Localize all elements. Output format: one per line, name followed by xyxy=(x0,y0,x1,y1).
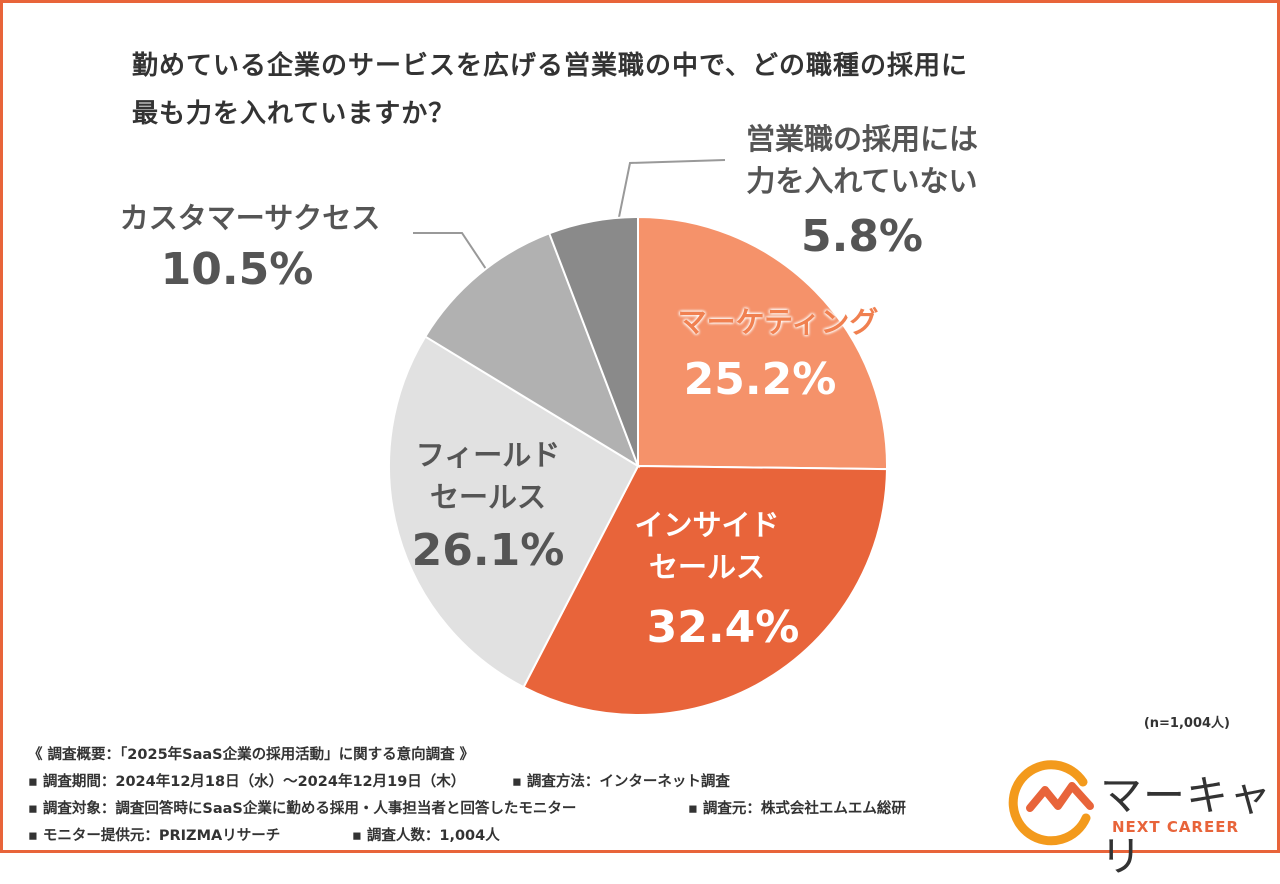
survey-note: ▪ 調査方法：インターネット調査 xyxy=(512,774,730,790)
survey-note: ▪ 調査対象：調査回答時にSaaS企業に勤める採用・人事担当者と回答したモニター xyxy=(28,801,577,817)
slice-label: マーケティング xyxy=(677,304,879,339)
value-label: 26.1% xyxy=(411,525,565,577)
pie-slice xyxy=(637,215,888,471)
slice-label: カスタマーサクセス xyxy=(119,200,381,235)
survey-note: ▪ 調査元：株式会社エムエム総研 xyxy=(688,801,906,817)
slice-label: 営業職の採用には 力を入れていない xyxy=(745,121,979,198)
survey-note: ▪ 調査人数：1,004人 xyxy=(352,828,500,844)
value-label: 32.4% xyxy=(646,602,800,654)
sample-size: (n=1,004人) xyxy=(1143,716,1230,731)
slice-label: フィールド セールス xyxy=(415,437,561,514)
pie-slice xyxy=(423,232,640,469)
frame xyxy=(0,0,1280,853)
logo-icon xyxy=(1008,760,1094,846)
value-label: 25.2% xyxy=(683,354,837,406)
logo-tagline: NEXT CAREER xyxy=(1112,818,1240,836)
chart xyxy=(388,159,1094,846)
leader-line xyxy=(413,232,489,273)
value-label: 10.5% xyxy=(160,244,314,296)
survey-note: 《 調査概要：「2025年SaaS企業の採用活動」に関する意向調査 》 xyxy=(28,747,475,763)
chart-title: 勤めている企業のサービスを広げる営業職の中で、どの職種の採用に 最も力を入れてい… xyxy=(132,51,968,129)
survey-note: ▪ モニター提供元：PRIZMAリサーチ xyxy=(28,828,281,844)
slice-label: インサイド セールス xyxy=(634,507,780,584)
leader-line xyxy=(615,159,726,233)
survey-note: ▪ 調査期間：2024年12月18日（水）～2024年12月19日（木） xyxy=(28,774,466,790)
pie-slice xyxy=(547,215,639,467)
pie-slice xyxy=(388,335,640,689)
value-label: 5.8% xyxy=(800,211,924,263)
pie-slice xyxy=(522,464,888,716)
